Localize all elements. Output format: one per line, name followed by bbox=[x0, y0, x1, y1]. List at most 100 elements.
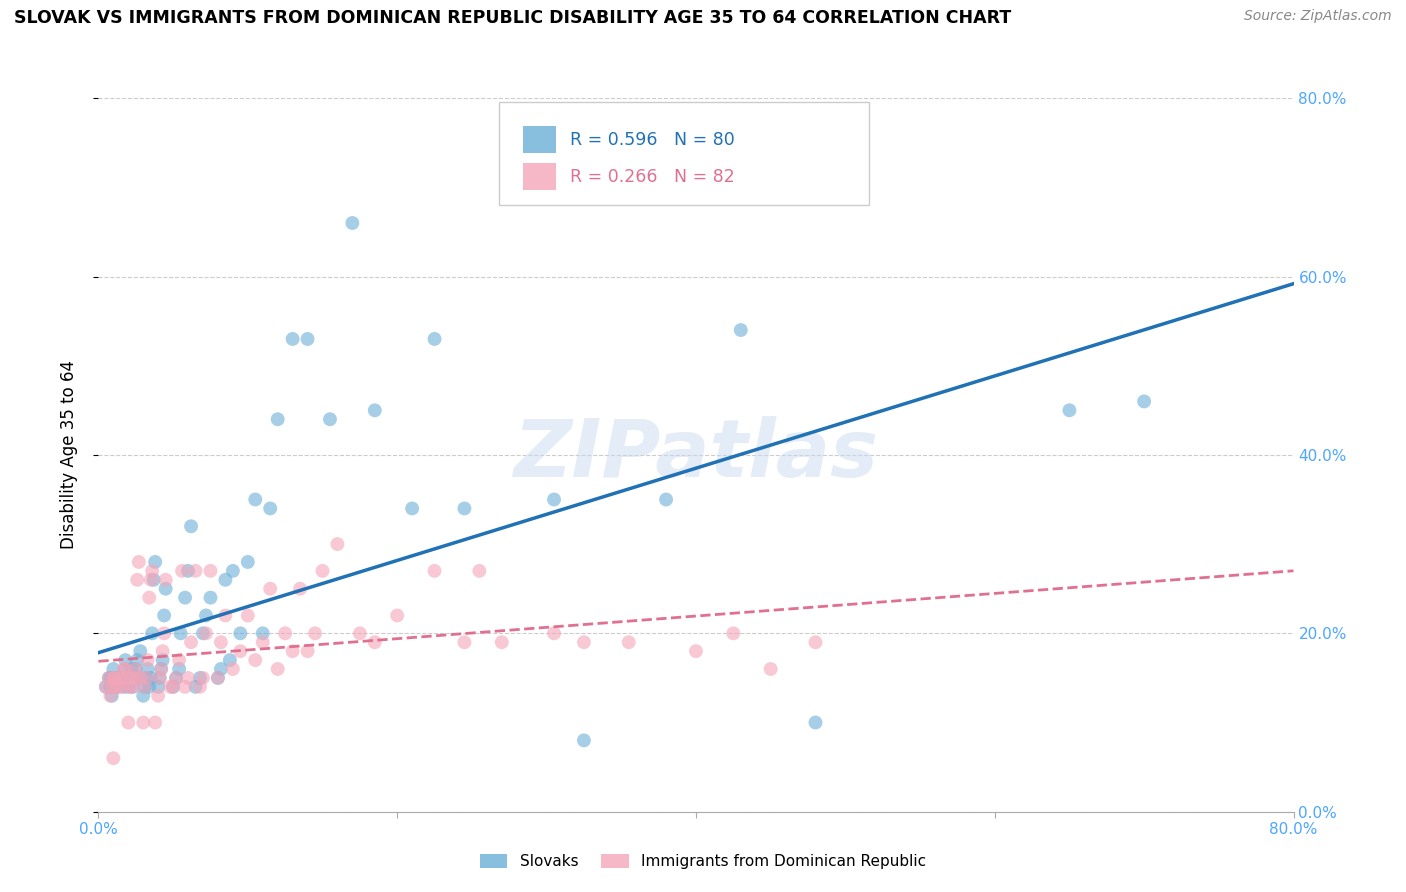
Legend: Slovaks, Immigrants from Dominican Republic: Slovaks, Immigrants from Dominican Repub… bbox=[474, 848, 932, 875]
Point bbox=[222, 564, 245, 578]
Point bbox=[180, 635, 202, 649]
Point bbox=[135, 671, 157, 685]
Point bbox=[125, 662, 148, 676]
Point bbox=[121, 680, 143, 694]
Point bbox=[172, 564, 194, 578]
Point bbox=[167, 662, 190, 676]
Y-axis label: Disability Age 35 to 64: Disability Age 35 to 64 bbox=[59, 360, 77, 549]
Point bbox=[200, 591, 222, 605]
Point bbox=[214, 608, 236, 623]
Point bbox=[804, 635, 827, 649]
Point bbox=[191, 671, 214, 685]
Point bbox=[135, 671, 157, 685]
Point bbox=[188, 680, 211, 694]
Point bbox=[141, 564, 163, 578]
Point bbox=[252, 635, 274, 649]
Point bbox=[117, 680, 139, 694]
FancyBboxPatch shape bbox=[499, 102, 869, 205]
Point bbox=[136, 653, 159, 667]
Point bbox=[259, 501, 281, 516]
Point bbox=[127, 573, 149, 587]
Point bbox=[423, 564, 446, 578]
Point bbox=[453, 501, 475, 516]
Point bbox=[103, 680, 125, 694]
Point bbox=[114, 662, 136, 676]
Point bbox=[150, 662, 173, 676]
Point bbox=[491, 635, 513, 649]
Point bbox=[155, 573, 177, 587]
Text: Source: ZipAtlas.com: Source: ZipAtlas.com bbox=[1244, 9, 1392, 23]
Point bbox=[149, 671, 172, 685]
Point bbox=[229, 644, 252, 658]
Point bbox=[139, 671, 162, 685]
Point bbox=[94, 680, 117, 694]
Point bbox=[103, 751, 125, 765]
Point bbox=[174, 680, 197, 694]
Point bbox=[655, 492, 678, 507]
Point bbox=[364, 403, 387, 417]
Point bbox=[453, 635, 475, 649]
Point bbox=[159, 680, 181, 694]
Point bbox=[107, 680, 129, 694]
Point bbox=[103, 671, 125, 685]
Point bbox=[100, 680, 122, 694]
Point bbox=[127, 653, 149, 667]
Point bbox=[105, 680, 128, 694]
Point bbox=[153, 626, 176, 640]
Point bbox=[121, 680, 143, 694]
Point bbox=[209, 662, 232, 676]
Point bbox=[229, 626, 252, 640]
Point bbox=[97, 671, 120, 685]
Point bbox=[128, 671, 150, 685]
Point bbox=[94, 680, 117, 694]
Point bbox=[104, 671, 127, 685]
Point bbox=[274, 626, 297, 640]
Point bbox=[124, 671, 146, 685]
Point bbox=[108, 671, 131, 685]
Point bbox=[617, 635, 640, 649]
Point bbox=[105, 671, 128, 685]
Point bbox=[1133, 394, 1156, 409]
Point bbox=[167, 653, 190, 667]
Point bbox=[222, 662, 245, 676]
Point bbox=[165, 671, 187, 685]
Point bbox=[543, 492, 565, 507]
Point bbox=[149, 671, 172, 685]
Point bbox=[100, 671, 122, 685]
Point bbox=[124, 671, 146, 685]
Point bbox=[112, 662, 135, 676]
Point bbox=[111, 671, 134, 685]
Point bbox=[141, 626, 163, 640]
Point bbox=[209, 635, 232, 649]
Point bbox=[103, 662, 125, 676]
Point bbox=[115, 671, 138, 685]
Point bbox=[468, 564, 491, 578]
Point bbox=[297, 332, 319, 346]
Point bbox=[101, 689, 124, 703]
Point bbox=[423, 332, 446, 346]
Point bbox=[132, 689, 155, 703]
Point bbox=[142, 573, 165, 587]
Point bbox=[153, 608, 176, 623]
Point bbox=[120, 671, 142, 685]
Point bbox=[177, 671, 200, 685]
Point bbox=[180, 519, 202, 533]
Point bbox=[129, 671, 152, 685]
Point bbox=[114, 662, 136, 676]
Point bbox=[114, 653, 136, 667]
Point bbox=[125, 662, 148, 676]
Point bbox=[245, 492, 267, 507]
Point bbox=[543, 626, 565, 640]
Point bbox=[143, 555, 166, 569]
Point bbox=[143, 715, 166, 730]
Point bbox=[184, 564, 207, 578]
Point bbox=[152, 644, 174, 658]
Point bbox=[723, 626, 745, 640]
Point bbox=[245, 653, 267, 667]
Point bbox=[311, 564, 333, 578]
Point bbox=[281, 332, 304, 346]
Point bbox=[252, 626, 274, 640]
Point bbox=[136, 662, 159, 676]
Point bbox=[100, 689, 122, 703]
Text: R = 0.596   N = 80: R = 0.596 N = 80 bbox=[571, 130, 735, 148]
